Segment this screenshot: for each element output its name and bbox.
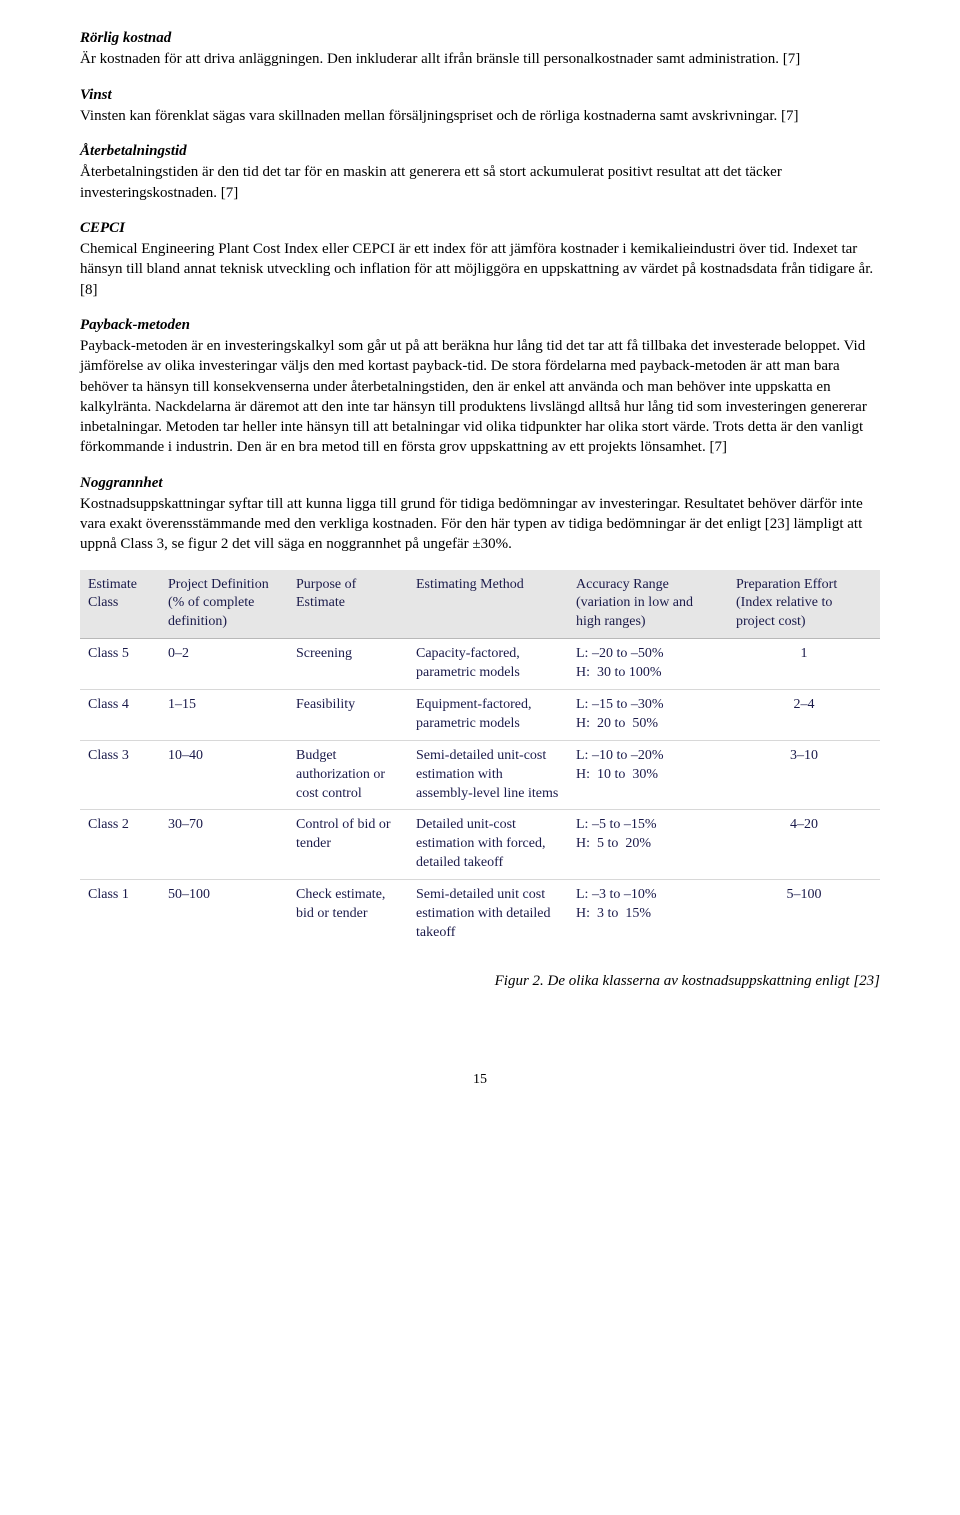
cell: L: –15 to –30%H: 20 to 50% bbox=[568, 689, 728, 740]
cell: 50–100 bbox=[160, 880, 288, 949]
table: Estimate Class Project Definition (% of … bbox=[80, 570, 880, 949]
cell: 3–10 bbox=[728, 740, 880, 810]
section-cepci: CEPCI Chemical Engineering Plant Cost In… bbox=[80, 218, 880, 300]
section-vinst: Vinst Vinsten kan förenklat sägas vara s… bbox=[80, 85, 880, 127]
cell: L: –5 to –15%H: 5 to 20% bbox=[568, 810, 728, 880]
heading: Payback-metoden bbox=[80, 315, 880, 335]
section-payback-metoden: Payback-metoden Payback-metoden är en in… bbox=[80, 315, 880, 458]
cell: L: –20 to –50%H: 30 to 100% bbox=[568, 639, 728, 690]
cell: 1 bbox=[728, 639, 880, 690]
col-header: Purpose of Estimate bbox=[288, 570, 408, 639]
cell: 2–4 bbox=[728, 689, 880, 740]
cell: L: –10 to –20%H: 10 to 30% bbox=[568, 740, 728, 810]
table-row: Class 1 50–100 Check estimate, bid or te… bbox=[80, 880, 880, 949]
heading: Noggrannhet bbox=[80, 473, 880, 493]
body-text: Kostnadsuppskattningar syftar till att k… bbox=[80, 494, 880, 555]
cell: Capacity-factored, parametric models bbox=[408, 639, 568, 690]
figure-caption: Figur 2. De olika klasserna av kostnadsu… bbox=[80, 971, 880, 991]
section-noggrannhet: Noggrannhet Kostnadsuppskattningar syfta… bbox=[80, 473, 880, 555]
cell: Class 5 bbox=[80, 639, 160, 690]
col-header: Project Definition (% of complete defini… bbox=[160, 570, 288, 639]
body-text: Chemical Engineering Plant Cost Index el… bbox=[80, 239, 880, 300]
cell: Feasibility bbox=[288, 689, 408, 740]
cell: Class 4 bbox=[80, 689, 160, 740]
heading: CEPCI bbox=[80, 218, 880, 238]
cell: Detailed unit-cost estimation with force… bbox=[408, 810, 568, 880]
estimate-class-table: Estimate Class Project Definition (% of … bbox=[80, 570, 880, 949]
cell: Class 1 bbox=[80, 880, 160, 949]
page-number: 15 bbox=[80, 1071, 880, 1090]
table-body: Class 5 0–2 Screening Capacity-factored,… bbox=[80, 639, 880, 949]
table-row: Class 4 1–15 Feasibility Equipment-facto… bbox=[80, 689, 880, 740]
cell: 30–70 bbox=[160, 810, 288, 880]
cell: Semi-detailed unit-cost estimation with … bbox=[408, 740, 568, 810]
body-text: Payback-metoden är en investeringskalkyl… bbox=[80, 336, 880, 458]
col-header: Accuracy Range (variation in low and hig… bbox=[568, 570, 728, 639]
col-header: Estimate Class bbox=[80, 570, 160, 639]
cell: L: –3 to –10%H: 3 to 15% bbox=[568, 880, 728, 949]
cell: Semi-detailed unit cost estimation with … bbox=[408, 880, 568, 949]
cell: 5–100 bbox=[728, 880, 880, 949]
body-text: Är kostnaden för att driva anläggningen.… bbox=[80, 49, 880, 69]
col-header: Preparation Effort (Index relative to pr… bbox=[728, 570, 880, 639]
heading: Vinst bbox=[80, 85, 880, 105]
cell: Class 2 bbox=[80, 810, 160, 880]
heading: Rörlig kostnad bbox=[80, 28, 880, 48]
cell: 1–15 bbox=[160, 689, 288, 740]
cell: Screening bbox=[288, 639, 408, 690]
cell: Budget authorization or cost control bbox=[288, 740, 408, 810]
cell: Check estimate, bid or tender bbox=[288, 880, 408, 949]
body-text: Återbetalningstiden är den tid det tar f… bbox=[80, 162, 880, 203]
cell: 10–40 bbox=[160, 740, 288, 810]
cell: Class 3 bbox=[80, 740, 160, 810]
section-rorlig-kostnad: Rörlig kostnad Är kostnaden för att driv… bbox=[80, 28, 880, 70]
table-row: Class 3 10–40 Budget authorization or co… bbox=[80, 740, 880, 810]
heading: Återbetalningstid bbox=[80, 141, 880, 161]
cell: 4–20 bbox=[728, 810, 880, 880]
section-aterbetalningstid: Återbetalningstid Återbetalningstiden är… bbox=[80, 141, 880, 203]
table-header-row: Estimate Class Project Definition (% of … bbox=[80, 570, 880, 639]
table-row: Class 2 30–70 Control of bid or tender D… bbox=[80, 810, 880, 880]
body-text: Vinsten kan förenklat sägas vara skillna… bbox=[80, 106, 880, 126]
cell: Equipment-factored, parametric models bbox=[408, 689, 568, 740]
col-header: Estimating Method bbox=[408, 570, 568, 639]
table-row: Class 5 0–2 Screening Capacity-factored,… bbox=[80, 639, 880, 690]
cell: 0–2 bbox=[160, 639, 288, 690]
cell: Control of bid or tender bbox=[288, 810, 408, 880]
